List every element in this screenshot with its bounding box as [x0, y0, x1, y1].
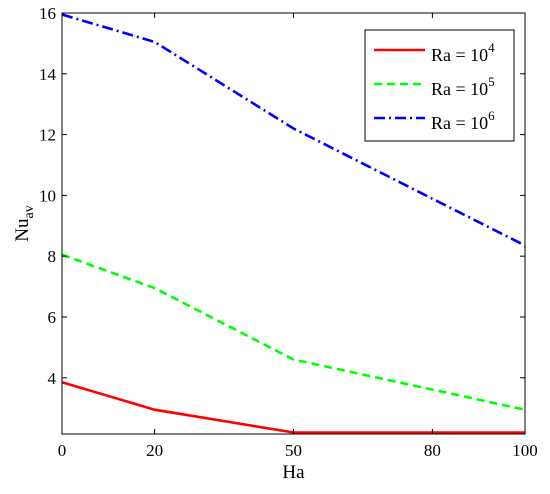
y-axis-label: Nuav	[12, 205, 37, 241]
legend-box	[364, 29, 515, 142]
legend-label-2: Ra = 105	[431, 74, 495, 99]
x-tick-label: 0	[58, 441, 67, 460]
x-tick-label: 80	[424, 441, 441, 460]
x-tick-label: 50	[285, 441, 302, 460]
x-tick-label: 100	[512, 441, 538, 460]
y-tick-label: 10	[39, 186, 56, 205]
series-line-2	[61, 253, 526, 411]
y-tick-label: 6	[48, 308, 57, 327]
marks-layer	[61, 13, 526, 434]
series-line-1	[61, 381, 525, 434]
y-tick-label: 16	[39, 4, 56, 23]
legend-label-1: Ra = 104	[431, 40, 495, 65]
legend: Ra = 104 Ra = 105 Ra = 106	[364, 29, 515, 142]
labels-layer: 0 20 50 80 100 4 6 8 10 12 14 16 Ha Nuav	[12, 4, 538, 483]
ticks-layer	[61, 12, 526, 434]
y-tick-label: 14	[39, 65, 57, 84]
series-line-3	[61, 13, 526, 247]
x-tick-label: 20	[146, 441, 163, 460]
legend-label-3: Ra = 106	[431, 108, 495, 133]
y-tick-label: 12	[39, 126, 56, 145]
x-axis-label: Ha	[282, 462, 305, 483]
y-tick-label: 4	[48, 369, 57, 388]
y-tick-label: 8	[48, 247, 57, 266]
